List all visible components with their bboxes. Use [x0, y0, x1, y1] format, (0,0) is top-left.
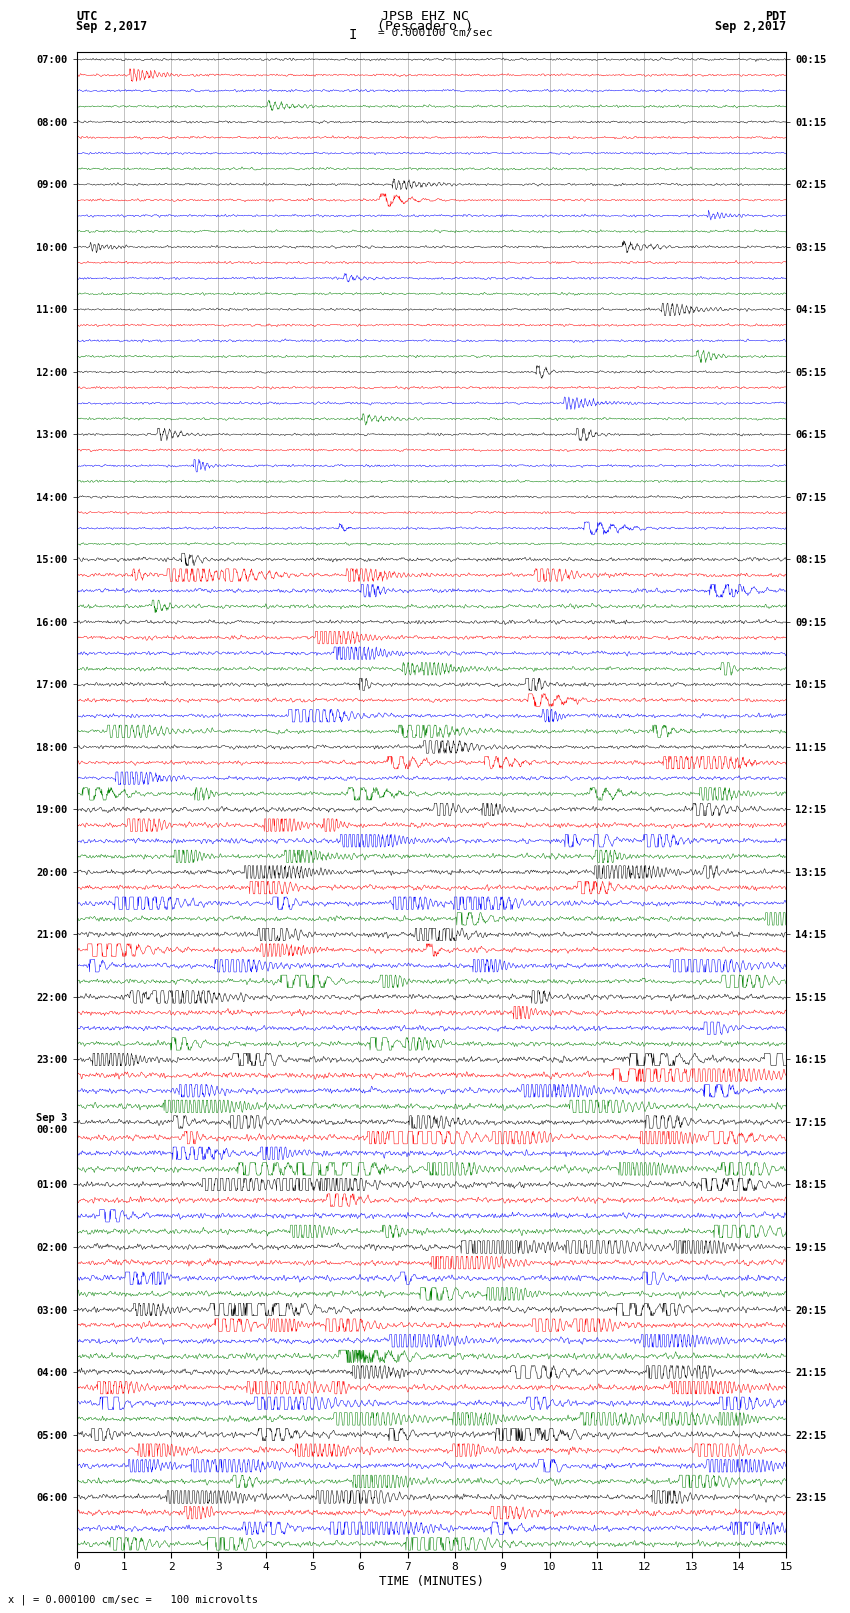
Text: Sep 2,2017: Sep 2,2017	[76, 19, 148, 32]
Text: PDT: PDT	[765, 11, 786, 24]
Text: I: I	[348, 29, 357, 42]
Text: = 0.000100 cm/sec: = 0.000100 cm/sec	[378, 29, 493, 39]
Text: UTC: UTC	[76, 11, 98, 24]
Text: x | = 0.000100 cm/sec =   100 microvolts: x | = 0.000100 cm/sec = 100 microvolts	[8, 1594, 258, 1605]
X-axis label: TIME (MINUTES): TIME (MINUTES)	[379, 1574, 484, 1587]
Text: Sep 2,2017: Sep 2,2017	[715, 19, 786, 32]
Text: (Pescadero ): (Pescadero )	[377, 19, 473, 32]
Text: JPSB EHZ NC: JPSB EHZ NC	[381, 11, 469, 24]
